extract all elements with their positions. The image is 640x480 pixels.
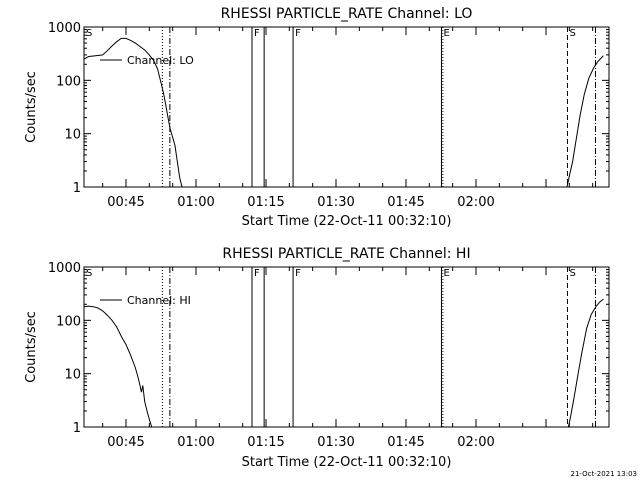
y-tick-label: 10 (64, 128, 81, 143)
chart-title: RHESSI PARTICLE_RATE Channel: LO (221, 6, 473, 22)
legend-label: Channel: LO (127, 54, 194, 67)
x-tick-label: 01:30 (317, 195, 354, 210)
event-marker-label: F (295, 268, 301, 279)
x-tick-label: 02:00 (457, 435, 494, 450)
y-tick-label: 1 (73, 181, 81, 196)
x-tick-label: 01:45 (387, 435, 424, 450)
chart-panel-lo: RHESSI PARTICLE_RATE Channel: LO 1 10 100 10… (24, 6, 610, 229)
series-line-segment-1 (83, 305, 153, 428)
x-tick-label: 00:45 (107, 195, 144, 210)
x-axis-label: Start Time (22-Oct-11 00:32:10) (242, 455, 452, 470)
y-axis-label: Counts/sec (24, 311, 39, 383)
event-marker-label: S (86, 28, 92, 39)
chart-panel-hi: RHESSI PARTICLE_RATE Channel: HI 1 10 100 10… (24, 246, 610, 470)
series-line-segment-2 (567, 298, 604, 428)
event-marker-label: S (86, 268, 92, 279)
y-tick-label: 10 (64, 368, 81, 383)
x-tick-label: 01:45 (387, 195, 424, 210)
timestamp-footer: 21-Oct-2021 13:03 (571, 470, 637, 478)
event-marker-label: E (443, 28, 449, 39)
x-tick-label: 01:00 (177, 195, 214, 210)
series-line-segment-1 (83, 37, 183, 188)
x-tick-label: 01:15 (247, 195, 284, 210)
y-tick-label: 100 (56, 74, 81, 89)
y-axis-label: Counts/sec (24, 71, 39, 143)
event-marker-label: E (443, 268, 449, 279)
legend-label: Channel: HI (127, 294, 191, 307)
y-tick-label: 1000 (48, 21, 81, 36)
y-tick-label: 1 (73, 421, 81, 436)
event-marker-label: F (254, 28, 260, 39)
y-tick-label: 100 (56, 314, 81, 329)
event-marker-label: S (569, 28, 575, 39)
y-tick-label: 1000 (48, 261, 81, 276)
series-line-segment-2 (566, 55, 604, 188)
x-tick-label: 01:30 (317, 435, 354, 450)
x-tick-label: 00:45 (107, 435, 144, 450)
x-axis-label: Start Time (22-Oct-11 00:32:10) (242, 214, 452, 229)
event-marker-label: S (569, 268, 575, 279)
chart-title: RHESSI PARTICLE_RATE Channel: HI (222, 246, 470, 262)
x-tick-label: 01:00 (177, 435, 214, 450)
event-marker-label: F (295, 28, 301, 39)
x-tick-label: 01:15 (247, 435, 284, 450)
x-tick-label: 02:00 (457, 195, 494, 210)
event-marker-label: F (254, 268, 260, 279)
